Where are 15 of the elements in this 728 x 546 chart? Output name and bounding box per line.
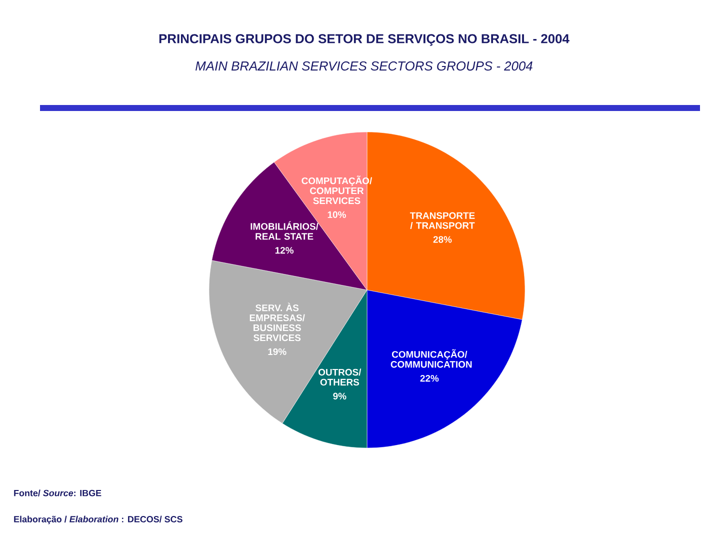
data-label: 12% xyxy=(275,247,294,254)
chart-subtitle: MAIN BRAZILIAN SERVICES SECTORS GROUPS - 2004 xyxy=(196,61,532,71)
data-label: 19% xyxy=(268,348,286,356)
data-label: 28% xyxy=(433,236,452,243)
text: Elaboração / Elaboration : DECOS/ SCS xyxy=(14,516,182,524)
slice-label: SERV. ÀS EMPRESAS/ BUSINESS SERVICES xyxy=(250,302,305,342)
chart-title: PRINCIPAIS GRUPOS DO SETOR DE SERVIÇOS NO BRASIL - 2004 xyxy=(159,34,570,46)
slice-label: OUTROS/ OTHERS xyxy=(318,368,362,386)
data-label: 22% xyxy=(420,374,439,382)
slice-label: COMUNICAÇÃO/ COMMUNICATION xyxy=(390,349,472,368)
slice-label: TRANSPORTE / TRANSPORT xyxy=(410,212,475,229)
slice-label: IMOBILIÁRIOS/ REAL STATE xyxy=(250,221,318,240)
source-note: Fonte/ Source: IBGE xyxy=(14,490,102,496)
data-label: 9% xyxy=(333,392,346,400)
data-label: 10% xyxy=(328,211,346,218)
